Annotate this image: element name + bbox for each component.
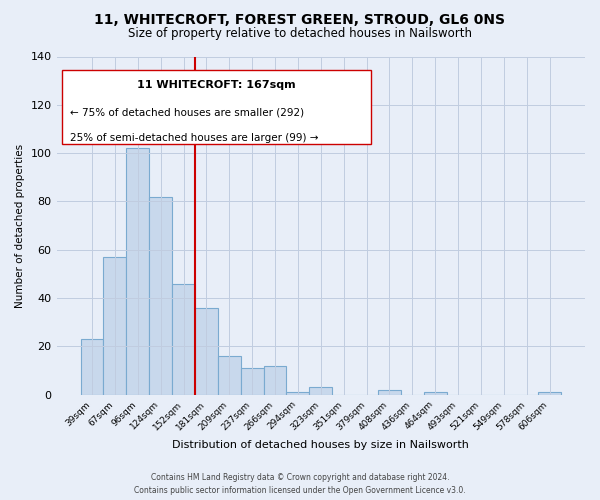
Bar	[378, 390, 401, 394]
Bar	[149, 196, 172, 394]
X-axis label: Distribution of detached houses by size in Nailsworth: Distribution of detached houses by size …	[172, 440, 469, 450]
Bar	[218, 356, 241, 395]
Text: Size of property relative to detached houses in Nailsworth: Size of property relative to detached ho…	[128, 28, 472, 40]
Bar	[241, 368, 263, 394]
Text: 11 WHITECROFT: 167sqm: 11 WHITECROFT: 167sqm	[137, 80, 296, 90]
Text: Contains HM Land Registry data © Crown copyright and database right 2024.
Contai: Contains HM Land Registry data © Crown c…	[134, 473, 466, 495]
FancyBboxPatch shape	[62, 70, 371, 144]
Bar	[103, 257, 127, 394]
Bar	[263, 366, 286, 394]
Text: 25% of semi-detached houses are larger (99) →: 25% of semi-detached houses are larger (…	[70, 132, 318, 142]
Text: ← 75% of detached houses are smaller (292): ← 75% of detached houses are smaller (29…	[70, 107, 304, 117]
Bar	[286, 392, 310, 394]
Bar	[80, 339, 103, 394]
Bar	[310, 388, 332, 394]
Bar	[127, 148, 149, 394]
Text: 11, WHITECROFT, FOREST GREEN, STROUD, GL6 0NS: 11, WHITECROFT, FOREST GREEN, STROUD, GL…	[95, 12, 505, 26]
Bar	[538, 392, 561, 394]
Y-axis label: Number of detached properties: Number of detached properties	[15, 144, 25, 308]
Bar	[195, 308, 218, 394]
Bar	[424, 392, 446, 394]
Bar	[172, 284, 195, 395]
